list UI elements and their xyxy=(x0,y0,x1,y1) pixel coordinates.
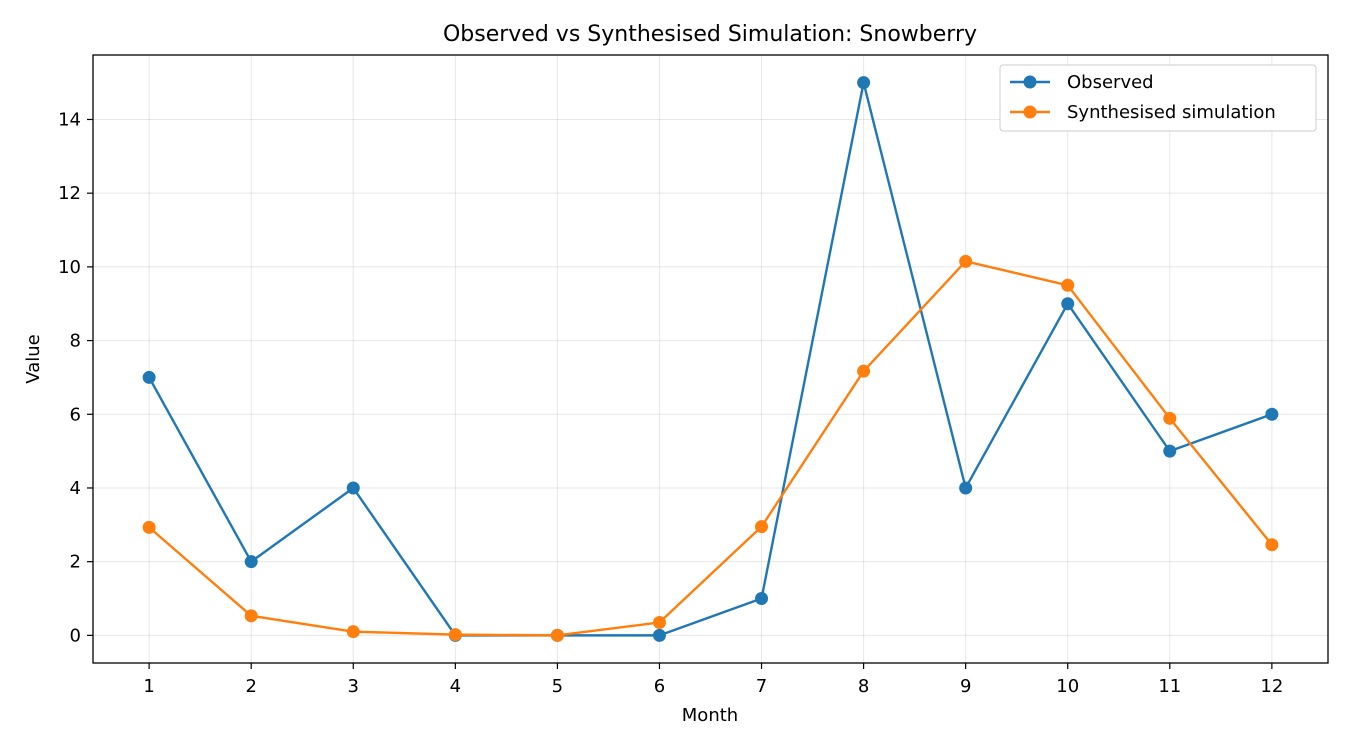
y-tick-label: 14 xyxy=(58,109,81,130)
y-tick-label: 4 xyxy=(70,478,81,499)
data-point xyxy=(1265,407,1279,421)
data-point xyxy=(959,481,973,495)
data-point xyxy=(755,592,769,606)
data-point xyxy=(142,370,156,384)
data-point xyxy=(1163,411,1177,425)
chart-title: Observed vs Synthesised Simulation: Snow… xyxy=(443,22,977,47)
data-point xyxy=(244,555,258,569)
data-point xyxy=(142,520,156,534)
data-point xyxy=(857,364,871,378)
data-point xyxy=(550,628,564,642)
data-point xyxy=(652,628,666,642)
data-point xyxy=(652,615,666,629)
data-point xyxy=(755,520,769,534)
x-tick-label: 12 xyxy=(1260,676,1283,697)
legend: Observed Synthesised simulation xyxy=(999,64,1317,132)
series-line-1 xyxy=(148,260,1273,637)
x-tick-label: 6 xyxy=(654,676,665,697)
data-point xyxy=(1061,297,1075,311)
data-point xyxy=(346,625,360,639)
x-tick-label: 8 xyxy=(858,676,869,697)
data-point xyxy=(244,609,258,623)
data-point xyxy=(1061,278,1075,292)
y-tick-label: 8 xyxy=(70,331,81,352)
y-tick-label: 6 xyxy=(70,404,81,425)
x-tick-label: 5 xyxy=(552,676,563,697)
data-point xyxy=(448,628,462,642)
data-point xyxy=(857,76,871,90)
data-point xyxy=(959,254,973,268)
x-tick-label: 7 xyxy=(756,676,767,697)
data-point xyxy=(1265,538,1279,552)
y-tick-label: 10 xyxy=(58,257,81,278)
x-tick-label: 4 xyxy=(450,676,461,697)
y-axis-label: Value xyxy=(23,334,44,383)
x-tick-label: 11 xyxy=(1158,676,1181,697)
legend-swatch-marker xyxy=(1023,105,1037,119)
legend-label: Observed xyxy=(1067,72,1154,93)
x-tick-label: 2 xyxy=(245,676,256,697)
y-tick-label: 0 xyxy=(70,625,81,646)
x-tick-label: 3 xyxy=(348,676,359,697)
data-point xyxy=(346,481,360,495)
legend-box xyxy=(999,64,1317,132)
plot-frame xyxy=(92,54,1329,664)
data-point xyxy=(1163,444,1177,458)
x-tick-label: 9 xyxy=(960,676,971,697)
series-layer xyxy=(142,76,1279,642)
y-tick-label: 2 xyxy=(70,552,81,573)
legend-swatch-marker xyxy=(1023,75,1037,89)
x-tick-label: 10 xyxy=(1056,676,1079,697)
series-line-0 xyxy=(148,81,1273,637)
x-axis-label: Month xyxy=(682,705,738,726)
x-tick-label: 1 xyxy=(143,676,154,697)
y-tick-label: 12 xyxy=(58,183,81,204)
legend-label: Synthesised simulation xyxy=(1067,102,1276,123)
